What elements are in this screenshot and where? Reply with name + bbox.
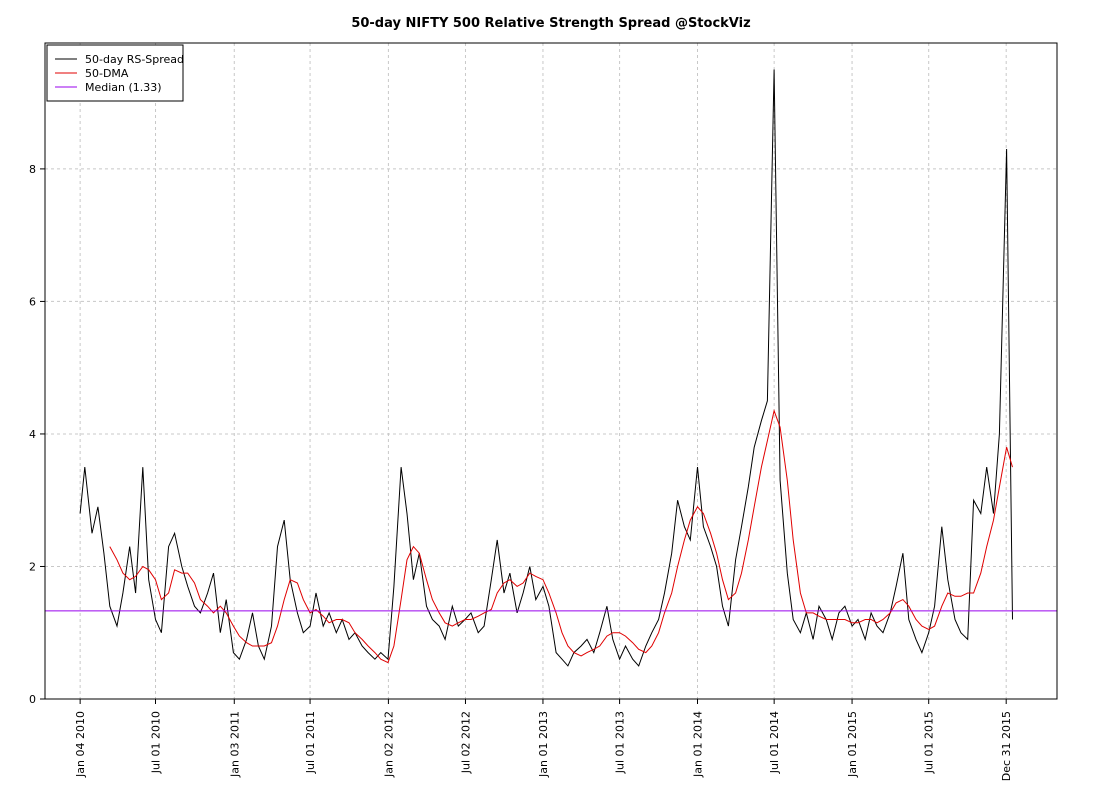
x-tick-label: Jul 01 2014 (768, 711, 781, 774)
y-tick-label: 8 (29, 163, 36, 176)
x-tick-label: Jul 01 2010 (150, 711, 163, 774)
series-line (79, 69, 1013, 667)
x-tick-label: Jan 01 2014 (692, 711, 705, 778)
plot-frame (44, 42, 1058, 700)
x-tick-label: Jan 04 2010 (74, 711, 87, 778)
y-tick-label: 2 (29, 560, 36, 573)
x-tick-label: Jul 01 2011 (304, 711, 317, 774)
x-tick-label: Jan 03 2011 (228, 711, 241, 778)
x-tick-label: Jul 02 2012 (459, 711, 472, 774)
series-line (109, 409, 1013, 664)
legend-label: Median (1.33) (85, 81, 162, 94)
x-tick-label: Jan 02 2012 (382, 711, 395, 778)
legend-label: 50-DMA (85, 67, 129, 80)
x-tick-label: Jul 01 2015 (923, 711, 936, 774)
x-tick-label: Jan 01 2013 (537, 711, 550, 778)
x-tick-label: Jan 01 2015 (846, 711, 859, 778)
y-tick-label: 6 (29, 295, 36, 308)
y-tick-label: 0 (29, 693, 36, 706)
chart-title: 50-day NIFTY 500 Relative Strength Sprea… (351, 16, 750, 31)
legend-label: 50-day RS-Spread (85, 53, 184, 66)
y-tick-label: 4 (29, 428, 36, 441)
x-tick-label: Jul 01 2013 (614, 711, 627, 774)
x-tick-label: Dec 31 2015 (1000, 711, 1013, 781)
